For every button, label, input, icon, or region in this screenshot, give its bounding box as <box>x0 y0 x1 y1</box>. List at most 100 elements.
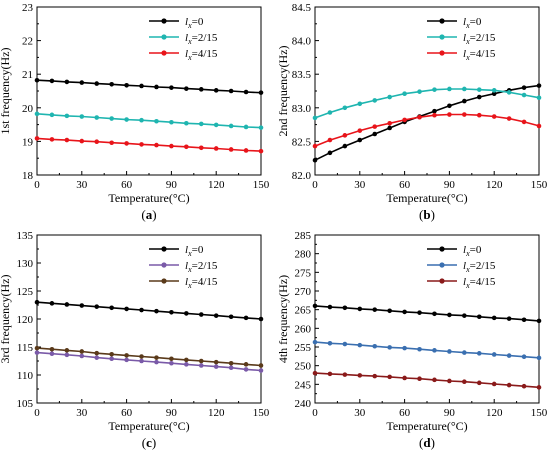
panel-label-open: ( <box>419 435 423 450</box>
data-point <box>184 357 189 363</box>
y-tick-label: 120 <box>17 314 34 326</box>
y-tick-label: 270 <box>295 286 312 298</box>
data-point <box>342 305 348 311</box>
x-tick-label: 90 <box>166 179 178 191</box>
data-point <box>243 89 249 95</box>
legend-label-symbol: l <box>463 48 466 60</box>
y-tick-label: 84.0 <box>292 36 312 48</box>
data-point <box>417 310 422 315</box>
legend-swatch-marker <box>161 246 167 252</box>
legend-label: lx=4/15 <box>463 276 496 290</box>
data-point <box>417 376 422 382</box>
data-point <box>476 87 482 92</box>
data-point <box>243 362 249 367</box>
series-line <box>36 347 262 367</box>
legend-label-symbol: l <box>185 48 188 60</box>
data-point <box>34 77 40 83</box>
legend-swatch-marker <box>439 246 445 252</box>
data-point <box>184 362 189 367</box>
y-axis-title: 4th frequency(Hz) <box>276 275 290 363</box>
data-point <box>94 139 100 145</box>
data-point <box>139 354 144 359</box>
chart-panel: 0 30 60 90 120 150 18 19 20 21 22 23 Temperature(°C)… <box>0 2 270 222</box>
data-point <box>169 85 174 90</box>
data-point <box>169 360 174 366</box>
data-point <box>94 81 100 86</box>
data-point <box>491 88 497 93</box>
legend-label: lx=2/15 <box>463 260 496 274</box>
data-point <box>447 112 452 117</box>
data-point <box>342 133 348 138</box>
data-point <box>213 122 219 128</box>
legend-label: lx=2/15 <box>185 260 218 274</box>
x-tick-label: 0 <box>312 407 318 419</box>
x-tick-label: 30 <box>76 407 88 419</box>
x-tick-label: 150 <box>253 407 270 419</box>
data-point <box>402 91 407 96</box>
chart-panel: 0 30 60 90 120 150 105 110 115 120 125 130 135 Temper… <box>0 230 270 450</box>
y-tick-label: 265 <box>295 305 312 317</box>
panel-label: (d) <box>419 435 435 450</box>
legend-label-subscript: x <box>187 21 192 30</box>
x-tick-label: 60 <box>121 179 133 191</box>
panel-label: (b) <box>419 207 435 222</box>
y-tick-label: 135 <box>17 230 34 242</box>
data-point <box>402 309 407 315</box>
y-tick-label: 22 <box>22 36 33 48</box>
data-point <box>536 83 542 88</box>
data-point <box>491 352 497 357</box>
panel-label-open: ( <box>141 207 145 222</box>
data-point <box>169 119 174 125</box>
data-point <box>402 375 407 381</box>
y-tick-label: 115 <box>17 342 34 354</box>
data-point <box>154 142 159 148</box>
data-point <box>372 98 378 103</box>
data-point <box>228 365 234 371</box>
x-tick-label: 0 <box>34 407 40 419</box>
data-point <box>432 108 437 114</box>
data-point <box>462 379 467 385</box>
data-point <box>432 377 437 383</box>
x-tick-label: 0 <box>312 179 318 191</box>
legend-label-value: =0 <box>470 244 482 256</box>
data-point <box>521 354 527 360</box>
data-point <box>258 148 264 154</box>
data-point <box>372 131 378 137</box>
x-tick-label: 120 <box>208 179 225 191</box>
data-point <box>154 84 159 90</box>
legend-label-subscript: x <box>187 249 192 258</box>
y-tick-label: 82.0 <box>292 170 312 182</box>
data-point <box>139 358 144 364</box>
legend-label-value: =4/15 <box>470 276 496 288</box>
data-point <box>536 95 542 101</box>
plot-frame <box>36 234 262 404</box>
data-point <box>94 115 100 120</box>
legend-swatch-marker <box>161 50 167 56</box>
data-point <box>506 382 512 388</box>
series-line <box>36 301 262 320</box>
legend-label-value: =4/15 <box>192 48 218 60</box>
legend-swatch-marker <box>439 34 445 40</box>
y-tick-label: 83.5 <box>292 69 312 81</box>
data-point <box>198 312 204 317</box>
data-point <box>387 345 392 350</box>
y-tick-label: 280 <box>295 249 312 261</box>
data-point <box>462 112 467 117</box>
legend-label-value: =0 <box>192 16 204 28</box>
legend-label: lx=4/15 <box>185 276 218 290</box>
legend-label-symbol: l <box>463 260 466 272</box>
data-point <box>447 103 452 109</box>
data-point <box>64 79 70 85</box>
data-point <box>402 345 407 351</box>
data-point <box>198 121 204 127</box>
panel-label-open: ( <box>419 207 423 222</box>
y-tick-label: 130 <box>17 258 34 270</box>
data-point <box>64 302 70 307</box>
legend-swatch-marker <box>439 262 445 268</box>
y-tick-label: 83.0 <box>292 103 312 115</box>
data-point <box>372 124 378 129</box>
data-point <box>342 143 348 149</box>
legend-swatch-marker <box>439 18 445 24</box>
data-point <box>536 385 542 390</box>
panel-label: (c) <box>142 435 156 450</box>
